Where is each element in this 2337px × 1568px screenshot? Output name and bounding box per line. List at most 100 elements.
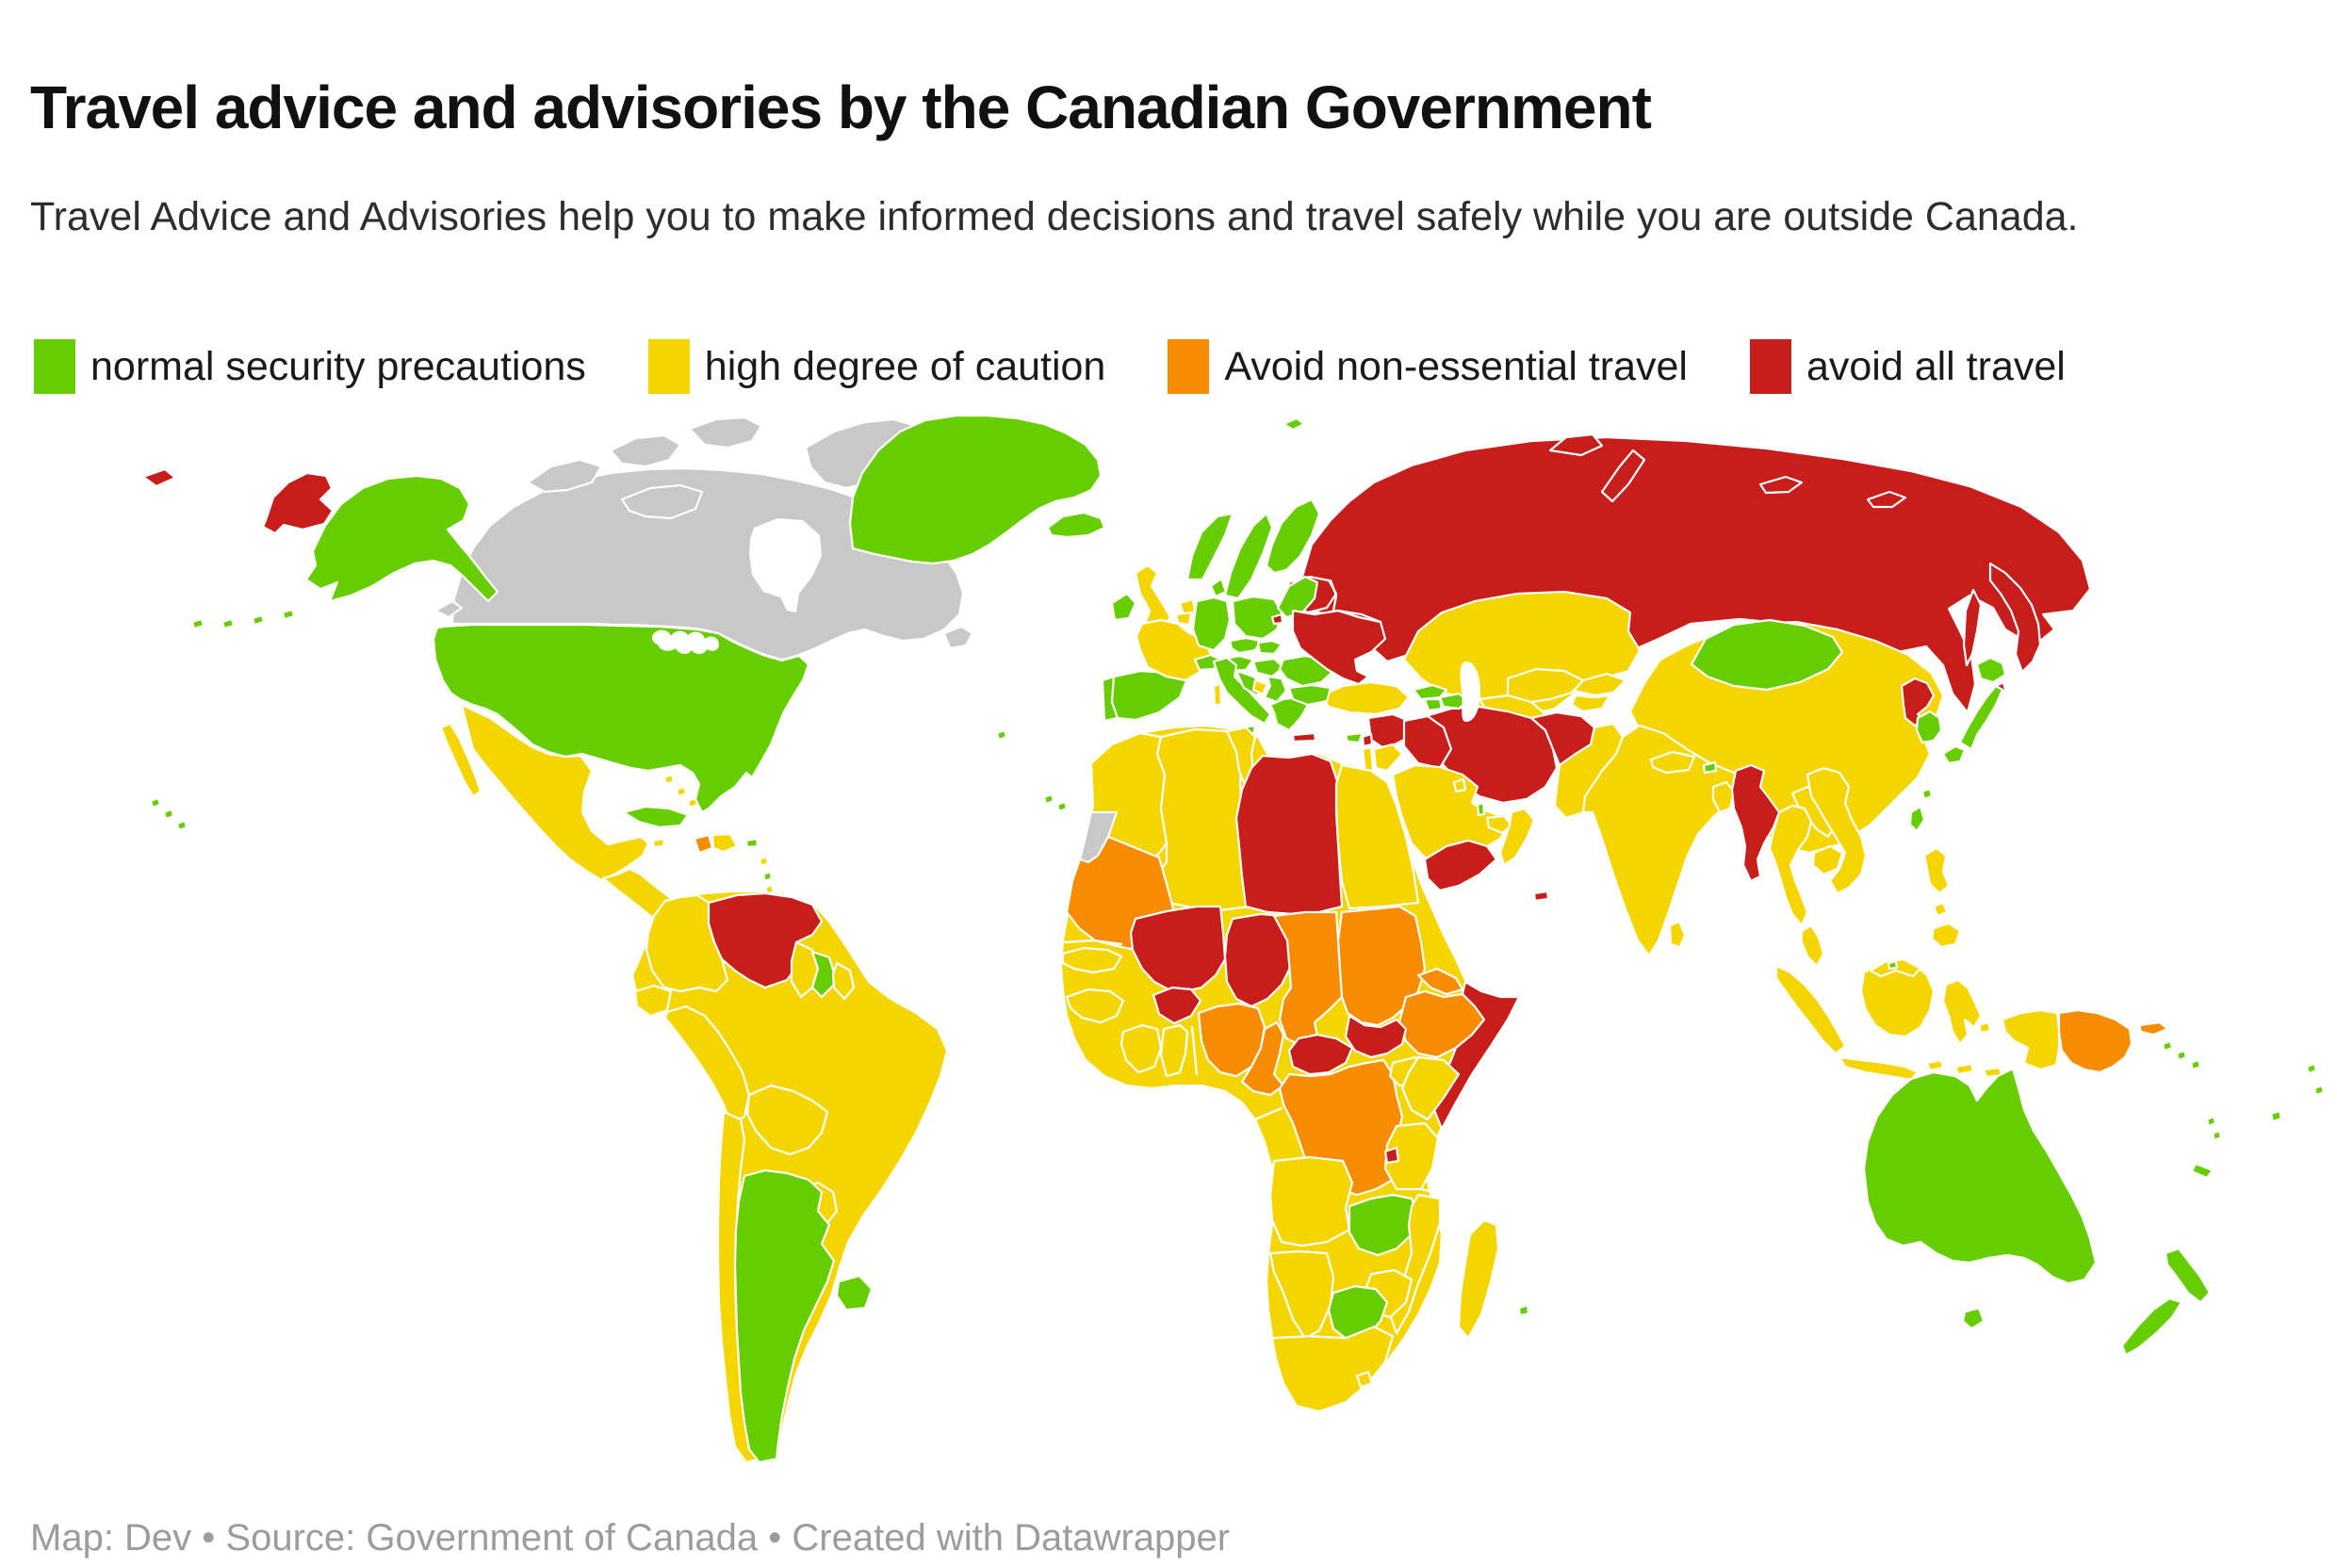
country-oman[interactable]: [1498, 807, 1536, 867]
country-spain[interactable]: [1110, 669, 1189, 722]
country-bahamas3[interactable]: [686, 796, 699, 809]
country-georgia[interactable]: [1412, 683, 1448, 701]
country-madagascar[interactable]: [1457, 1218, 1500, 1340]
country-israel[interactable]: [1361, 745, 1375, 775]
country-french-guiana[interactable]: [831, 961, 856, 1001]
country-usa-hawaii1[interactable]: [149, 796, 162, 809]
country-yemen[interactable]: [1423, 839, 1498, 892]
country-ecuador[interactable]: [633, 984, 673, 1018]
country-ghana[interactable]: [1159, 1023, 1189, 1078]
country-colombia[interactable]: [645, 893, 729, 993]
country-vanuatu2[interactable]: [2211, 1129, 2223, 1142]
country-usa-aleutians3[interactable]: [221, 617, 236, 630]
country-azores[interactable]: [995, 728, 1008, 742]
country-south-africa[interactable]: [1270, 1325, 1395, 1413]
country-usa-hawaii3[interactable]: [175, 819, 188, 832]
country-syria[interactable]: [1366, 712, 1411, 751]
country-indonesia-sunda[interactable]: [1925, 1058, 1945, 1072]
country-south-korea[interactable]: [1915, 710, 1943, 744]
country-indonesia-sulawesi[interactable]: [1941, 978, 1983, 1046]
country-russia-west-edge[interactable]: [141, 467, 177, 488]
country-uk[interactable]: [1134, 564, 1172, 631]
country-png-new-britain[interactable]: [2137, 1021, 2169, 1037]
country-czechia[interactable]: [1228, 636, 1263, 655]
country-russia-island[interactable]: [1548, 433, 1604, 457]
country-egypt[interactable]: [1334, 763, 1420, 910]
country-bulgaria[interactable]: [1287, 683, 1332, 707]
country-indonesia-java[interactable]: [1838, 1055, 1920, 1082]
country-yemen-socotra[interactable]: [1532, 890, 1550, 903]
country-south-sudan[interactable]: [1344, 1014, 1408, 1059]
country-indonesia-maluku[interactable]: [1977, 1021, 1992, 1035]
country-canary-2[interactable]: [1055, 800, 1069, 813]
country-armenia[interactable]: [1423, 697, 1444, 712]
country-turkey[interactable]: [1319, 680, 1411, 716]
country-usa-aleutians[interactable]: [281, 608, 296, 621]
country-thailand[interactable]: [1768, 804, 1813, 927]
country-usa-hawaii2[interactable]: [162, 808, 175, 821]
country-canada-vancouver-island[interactable]: [433, 599, 464, 619]
country-peru[interactable]: [663, 1004, 751, 1125]
country-norway-svalbard[interactable]: [1282, 416, 1306, 432]
country-senegal[interactable]: [1061, 946, 1123, 974]
country-russia-chukotka[interactable]: [261, 471, 335, 535]
country-new-caledonia[interactable]: [2190, 1162, 2214, 1180]
country-uzbekistan[interactable]: [1506, 667, 1585, 704]
country-malaysia[interactable]: [1800, 923, 1825, 968]
country-nepal[interactable]: [1649, 750, 1696, 775]
country-sweden[interactable]: [1223, 512, 1274, 600]
country-ivory-coast[interactable]: [1119, 1023, 1163, 1074]
country-canary-1[interactable]: [1042, 792, 1055, 806]
country-cuba[interactable]: [622, 805, 690, 829]
country-kenya[interactable]: [1400, 1055, 1461, 1121]
country-japan-honshu[interactable]: [1958, 684, 2004, 751]
country-france-corsica[interactable]: [1212, 682, 1223, 707]
country-mauritius[interactable]: [1517, 1303, 1530, 1317]
country-indonesia-sumatra[interactable]: [1774, 964, 1847, 1055]
country-crete[interactable]: [1291, 731, 1317, 743]
country-iceland[interactable]: [1046, 511, 1106, 539]
country-indonesia-sunda2[interactable]: [1953, 1062, 1975, 1076]
country-papua-new-guinea[interactable]: [2057, 1008, 2133, 1074]
country-hungary[interactable]: [1251, 657, 1285, 678]
country-vietnam[interactable]: [1806, 766, 1868, 895]
country-somalia[interactable]: [1432, 980, 1521, 1131]
country-canada-island3[interactable]: [688, 416, 763, 449]
country-lesotho[interactable]: [1355, 1370, 1374, 1389]
country-russia-novaya-zemlya[interactable]: [1600, 449, 1646, 503]
country-philippines-luzon[interactable]: [1922, 846, 1951, 895]
country-martinique[interactable]: [758, 855, 770, 868]
country-suriname[interactable]: [810, 950, 839, 999]
country-dominican-republic[interactable]: [711, 832, 739, 854]
country-tajikistan[interactable]: [1570, 694, 1611, 713]
country-fiji[interactable]: [2269, 1109, 2283, 1123]
country-kuwait[interactable]: [1452, 777, 1467, 793]
country-bangladesh[interactable]: [1711, 780, 1736, 814]
country-north-korea[interactable]: [1900, 677, 1936, 727]
country-cyprus[interactable]: [1344, 731, 1365, 744]
country-russia-sakhalin[interactable]: [1962, 588, 1983, 667]
country-russia-new-siberian[interactable]: [1866, 490, 1907, 509]
country-finland[interactable]: [1265, 498, 1321, 575]
country-cambodia[interactable]: [1811, 844, 1844, 876]
country-lebanon[interactable]: [1361, 732, 1374, 748]
country-jordan[interactable]: [1372, 743, 1404, 773]
country-norway[interactable]: [1185, 512, 1234, 581]
country-greece[interactable]: [1268, 695, 1310, 732]
country-kyrgyzstan[interactable]: [1572, 672, 1627, 697]
country-canada-island2[interactable]: [609, 433, 682, 468]
country-taiwan[interactable]: [1908, 805, 1926, 833]
country-uruguay[interactable]: [835, 1274, 874, 1312]
country-australia[interactable]: [1862, 1067, 2098, 1285]
country-qatar[interactable]: [1476, 801, 1486, 817]
country-eritrea[interactable]: [1416, 967, 1464, 996]
country-burkina-faso[interactable]: [1152, 986, 1202, 1025]
country-new-zealand-north[interactable]: [2164, 1247, 2212, 1304]
country-japan-hokkaido[interactable]: [1975, 656, 2007, 684]
country-fiji3[interactable]: [2312, 1084, 2326, 1097]
country-solomon3[interactable]: [2189, 1058, 2202, 1071]
country-philippines-mindanao[interactable]: [1930, 922, 1962, 949]
country-namibia[interactable]: [1268, 1250, 1335, 1340]
country-solomon1[interactable]: [2161, 1039, 2174, 1053]
country-barbados[interactable]: [761, 870, 774, 883]
